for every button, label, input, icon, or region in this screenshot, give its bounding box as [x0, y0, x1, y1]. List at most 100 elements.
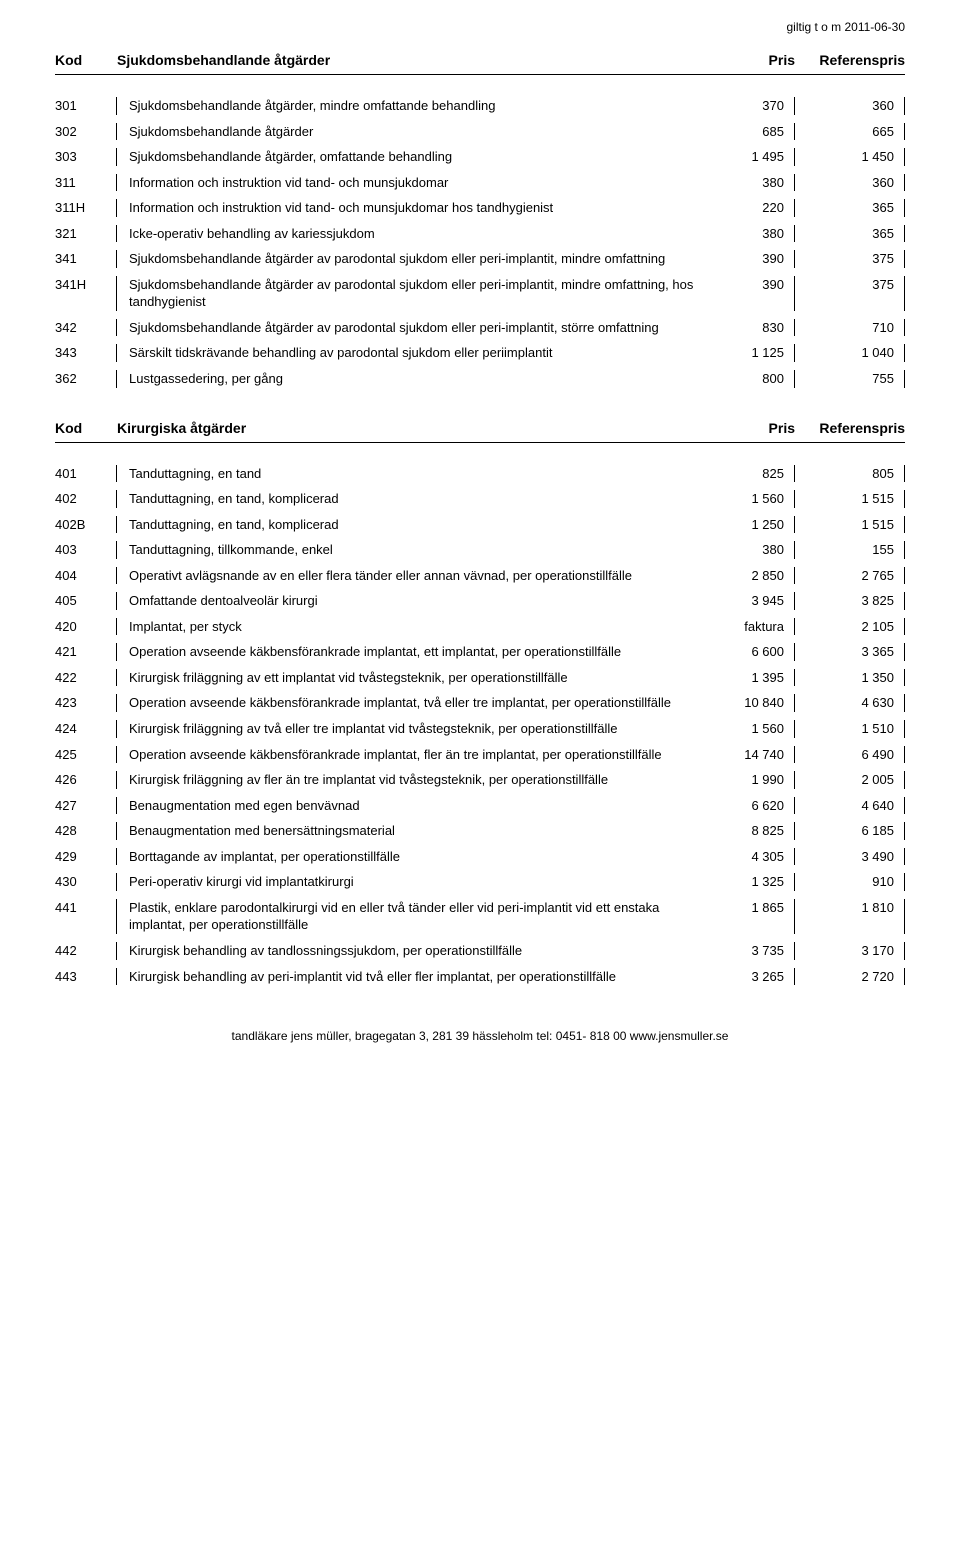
table-row: 430Peri-operativ kirurgi vid implantatki…: [55, 869, 905, 895]
cell-desc: Kirurgisk friläggning av fler än tre imp…: [117, 771, 715, 789]
cell-ref: 360: [795, 97, 905, 115]
header-desc: Kirurgiska åtgärder: [117, 420, 715, 436]
cell-ref: 710: [795, 319, 905, 337]
cell-kod: 303: [55, 148, 117, 166]
cell-desc: Sjukdomsbehandlande åtgärder: [117, 123, 715, 141]
cell-desc: Kirurgisk friläggning av två eller tre i…: [117, 720, 715, 738]
cell-kod: 427: [55, 797, 117, 815]
table-row: 420Implantat, per styckfaktura2 105: [55, 614, 905, 640]
cell-pris: 1 560: [715, 490, 795, 508]
cell-ref: 6 185: [795, 822, 905, 840]
header-pris: Pris: [715, 420, 795, 436]
cell-pris: faktura: [715, 618, 795, 636]
cell-desc: Plastik, enklare parodontalkirurgi vid e…: [117, 899, 715, 934]
cell-kod: 404: [55, 567, 117, 585]
cell-pris: 380: [715, 174, 795, 192]
price-section: KodKirurgiska åtgärderPrisReferenspris40…: [55, 420, 905, 989]
cell-desc: Tanduttagning, en tand: [117, 465, 715, 483]
table-row: 341Sjukdomsbehandlande åtgärder av parod…: [55, 246, 905, 272]
cell-kod: 403: [55, 541, 117, 559]
cell-ref: 6 490: [795, 746, 905, 764]
cell-pris: 6 600: [715, 643, 795, 661]
cell-desc: Benaugmentation med egen benvävnad: [117, 797, 715, 815]
table-row: 428Benaugmentation med benersättningsmat…: [55, 818, 905, 844]
cell-ref: 1 810: [795, 899, 905, 934]
cell-kod: 301: [55, 97, 117, 115]
cell-ref: 3 490: [795, 848, 905, 866]
table-row: 302Sjukdomsbehandlande åtgärder685665: [55, 119, 905, 145]
cell-kod: 311H: [55, 199, 117, 217]
cell-desc: Sjukdomsbehandlande åtgärder av parodont…: [117, 276, 715, 311]
table-row: 402Tanduttagning, en tand, komplicerad1 …: [55, 486, 905, 512]
table-row: 404Operativt avlägsnande av en eller fle…: [55, 563, 905, 589]
cell-kod: 341H: [55, 276, 117, 311]
cell-kod: 424: [55, 720, 117, 738]
table-row: 341HSjukdomsbehandlande åtgärder av paro…: [55, 272, 905, 315]
cell-kod: 426: [55, 771, 117, 789]
cell-desc: Peri-operativ kirurgi vid implantatkirur…: [117, 873, 715, 891]
cell-desc: Implantat, per styck: [117, 618, 715, 636]
cell-pris: 1 125: [715, 344, 795, 362]
table-row: 441Plastik, enklare parodontalkirurgi vi…: [55, 895, 905, 938]
table-row: 426Kirurgisk friläggning av fler än tre …: [55, 767, 905, 793]
cell-pris: 380: [715, 225, 795, 243]
cell-kod: 429: [55, 848, 117, 866]
table-body: 401Tanduttagning, en tand825805402Tandut…: [55, 461, 905, 989]
cell-ref: 1 515: [795, 490, 905, 508]
table-row: 423Operation avseende käkbensförankrade …: [55, 690, 905, 716]
footer-contact: tandläkare jens müller, bragegatan 3, 28…: [55, 1029, 905, 1043]
cell-desc: Särskilt tidskrävande behandling av paro…: [117, 344, 715, 362]
table-row: 425Operation avseende käkbensförankrade …: [55, 742, 905, 768]
cell-pris: 380: [715, 541, 795, 559]
cell-ref: 360: [795, 174, 905, 192]
cell-kod: 405: [55, 592, 117, 610]
cell-kod: 402: [55, 490, 117, 508]
cell-kod: 428: [55, 822, 117, 840]
cell-kod: 443: [55, 968, 117, 986]
cell-pris: 800: [715, 370, 795, 388]
cell-pris: 370: [715, 97, 795, 115]
cell-kod: 402B: [55, 516, 117, 534]
cell-kod: 441: [55, 899, 117, 934]
cell-pris: 1 250: [715, 516, 795, 534]
header-kod: Kod: [55, 52, 117, 68]
table-body: 301Sjukdomsbehandlande åtgärder, mindre …: [55, 93, 905, 392]
cell-pris: 8 825: [715, 822, 795, 840]
table-row: 421Operation avseende käkbensförankrade …: [55, 639, 905, 665]
cell-ref: 375: [795, 276, 905, 311]
cell-pris: 2 850: [715, 567, 795, 585]
section-header: KodSjukdomsbehandlande åtgärderPrisRefer…: [55, 52, 905, 75]
cell-kod: 420: [55, 618, 117, 636]
cell-pris: 1 560: [715, 720, 795, 738]
cell-desc: Information och instruktion vid tand- oc…: [117, 199, 715, 217]
table-row: 342Sjukdomsbehandlande åtgärder av parod…: [55, 315, 905, 341]
cell-kod: 442: [55, 942, 117, 960]
table-row: 403Tanduttagning, tillkommande, enkel380…: [55, 537, 905, 563]
cell-kod: 430: [55, 873, 117, 891]
cell-ref: 155: [795, 541, 905, 559]
cell-pris: 1 395: [715, 669, 795, 687]
table-row: 442Kirurgisk behandling av tandlossnings…: [55, 938, 905, 964]
cell-kod: 311: [55, 174, 117, 192]
table-row: 427Benaugmentation med egen benvävnad6 6…: [55, 793, 905, 819]
cell-desc: Kirurgisk behandling av tandlossningssju…: [117, 942, 715, 960]
cell-desc: Operation avseende käkbensförankrade imp…: [117, 746, 715, 764]
cell-pris: 830: [715, 319, 795, 337]
cell-desc: Icke-operativ behandling av kariessjukdo…: [117, 225, 715, 243]
cell-pris: 14 740: [715, 746, 795, 764]
cell-desc: Sjukdomsbehandlande åtgärder av parodont…: [117, 319, 715, 337]
table-row: 321Icke-operativ behandling av kariessju…: [55, 221, 905, 247]
header-ref: Referenspris: [795, 52, 905, 68]
cell-ref: 2 005: [795, 771, 905, 789]
cell-kod: 401: [55, 465, 117, 483]
cell-kod: 321: [55, 225, 117, 243]
cell-desc: Operation avseende käkbensförankrade imp…: [117, 694, 715, 712]
cell-desc: Tanduttagning, en tand, komplicerad: [117, 516, 715, 534]
table-row: 362Lustgassedering, per gång800755: [55, 366, 905, 392]
cell-pris: 220: [715, 199, 795, 217]
cell-desc: Sjukdomsbehandlande åtgärder, omfattande…: [117, 148, 715, 166]
cell-pris: 1 990: [715, 771, 795, 789]
cell-ref: 1 450: [795, 148, 905, 166]
cell-ref: 375: [795, 250, 905, 268]
cell-ref: 1 350: [795, 669, 905, 687]
